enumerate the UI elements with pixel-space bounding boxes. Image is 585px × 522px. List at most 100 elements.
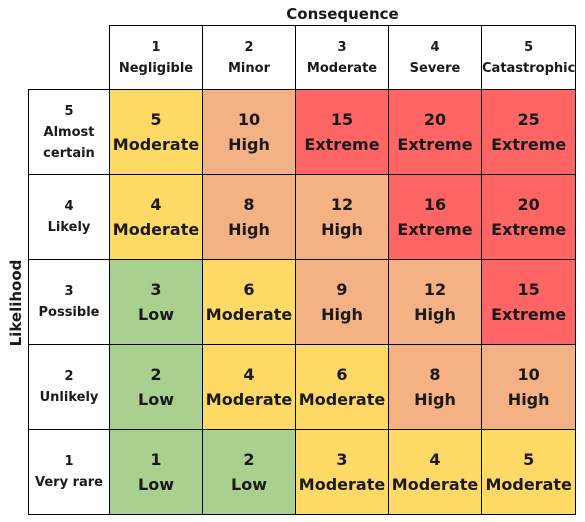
risk-cell: 3 Moderate	[295, 429, 389, 515]
risk-score: 4	[150, 195, 162, 214]
risk-score: 3	[336, 450, 348, 469]
risk-score: 10	[237, 110, 261, 129]
risk-level: High	[321, 220, 363, 239]
risk-score: 8	[243, 195, 255, 214]
risk-cell: 1 Low	[109, 429, 203, 515]
risk-level: High	[228, 220, 270, 239]
likelihood-header-4: 4 Likely	[28, 174, 110, 260]
risk-cell: 4 Moderate	[388, 429, 482, 515]
risk-cell: 4 Moderate	[202, 344, 296, 430]
risk-cell: 12 High	[388, 259, 482, 345]
risk-level: Extreme	[491, 135, 567, 154]
risk-level: Moderate	[298, 475, 386, 494]
risk-level: Low	[231, 475, 267, 494]
risk-level: High	[507, 390, 550, 409]
risk-score: 10	[517, 365, 540, 384]
likelihood-label: Almost certain	[43, 124, 95, 161]
risk-cell: 12 High	[295, 174, 389, 260]
likelihood-number: 5	[64, 103, 74, 119]
consequence-header-1: 1 Negligible	[109, 25, 203, 90]
risk-cell: 16 Extreme	[388, 174, 482, 260]
risk-score: 5	[523, 450, 535, 469]
risk-score: 20	[517, 195, 540, 214]
risk-level: Extreme	[397, 220, 473, 239]
risk-score: 8	[429, 365, 441, 384]
likelihood-header-5: 5 Almost certain	[28, 89, 110, 175]
risk-cell: 5 Moderate	[109, 89, 203, 175]
risk-cell: 15 Extreme	[480, 259, 577, 345]
risk-cell: 5 Moderate	[480, 429, 577, 515]
risk-level: High	[228, 135, 270, 154]
risk-level: Low	[138, 390, 174, 409]
risk-score: 4	[243, 365, 255, 384]
risk-level: Extreme	[304, 135, 380, 154]
likelihood-row-3: 3 Possible 3 Low 6 Moderate 9 High 12 High 15…	[28, 259, 577, 345]
likelihood-number: 2	[64, 369, 74, 384]
consequence-number: 5	[524, 39, 534, 55]
consequence-label: Negligible	[118, 60, 194, 76]
risk-score: 1	[150, 450, 162, 469]
risk-score: 9	[336, 280, 348, 299]
likelihood-label: Unlikely	[39, 390, 99, 405]
risk-cell: 10 High	[480, 344, 577, 430]
risk-score: 25	[517, 110, 540, 129]
consequence-axis-title: Consequence	[286, 5, 399, 23]
likelihood-row-4: 4 Likely 4 Moderate 8 High 12 High 16 Extreme…	[28, 174, 577, 260]
risk-level: Moderate	[391, 475, 479, 494]
risk-score: 12	[423, 280, 447, 299]
consequence-label: Catastrophic	[482, 60, 576, 76]
likelihood-label: Likely	[47, 220, 91, 235]
risk-level: Moderate	[205, 390, 293, 409]
risk-level: High	[414, 390, 456, 409]
consequence-label: Moderate	[306, 60, 378, 76]
risk-cell: 25 Extreme	[480, 89, 577, 175]
risk-level: Low	[138, 305, 174, 324]
likelihood-header-3: 3 Possible	[28, 259, 110, 345]
risk-score: 12	[330, 195, 354, 214]
risk-matrix-table: 1 Negligible 2 Minor 3 Moderate 4 Severe 5 Ca…	[28, 25, 577, 515]
risk-cell: 2 Low	[109, 344, 203, 430]
risk-level: Extreme	[491, 220, 567, 239]
risk-cell: 3 Low	[109, 259, 203, 345]
consequence-label: Minor	[228, 60, 270, 76]
risk-level: Moderate	[112, 135, 200, 154]
likelihood-number: 3	[64, 284, 74, 299]
consequence-number: 3	[337, 39, 347, 55]
consequence-header-3: 3 Moderate	[295, 25, 389, 90]
risk-cell: 8 High	[202, 174, 296, 260]
consequence-number: 4	[430, 39, 440, 55]
risk-score: 6	[336, 365, 348, 384]
likelihood-header-1: 1 Very rare	[28, 429, 110, 515]
risk-level: High	[414, 305, 456, 324]
risk-level: Low	[138, 475, 174, 494]
risk-cell: 10 High	[202, 89, 296, 175]
likelihood-number: 4	[64, 199, 74, 214]
risk-score: 2	[243, 450, 255, 469]
risk-level: Moderate	[298, 390, 386, 409]
risk-cell: 20 Extreme	[480, 174, 577, 260]
likelihood-row-1: 1 Very rare 1 Low 2 Low 3 Moderate 4 Moderate…	[28, 429, 577, 515]
risk-cell: 20 Extreme	[388, 89, 482, 175]
risk-level: Extreme	[491, 305, 567, 324]
risk-score: 15	[330, 110, 354, 129]
risk-cell: 6 Moderate	[295, 344, 389, 430]
consequence-number: 1	[151, 39, 161, 55]
likelihood-header-2: 2 Unlikely	[28, 344, 110, 430]
consequence-label: Severe	[409, 60, 461, 76]
corner-cell	[29, 26, 110, 90]
risk-score: 2	[150, 365, 162, 384]
risk-score: 20	[423, 110, 447, 129]
likelihood-label: Possible	[38, 305, 100, 320]
likelihood-number: 1	[64, 454, 74, 469]
likelihood-row-2: 2 Unlikely 2 Low 4 Moderate 6 Moderate 8 High…	[28, 344, 577, 430]
risk-score: 15	[517, 280, 540, 299]
risk-level: High	[321, 305, 363, 324]
consequence-header-2: 2 Minor	[202, 25, 296, 90]
risk-cell: 15 Extreme	[295, 89, 389, 175]
risk-cell: 2 Low	[202, 429, 296, 515]
risk-level: Moderate	[205, 305, 293, 324]
risk-score: 5	[150, 110, 162, 129]
consequence-header-4: 4 Severe	[388, 25, 482, 90]
consequence-header-5: 5 Catastrophic	[480, 25, 577, 90]
risk-score: 3	[150, 280, 162, 299]
